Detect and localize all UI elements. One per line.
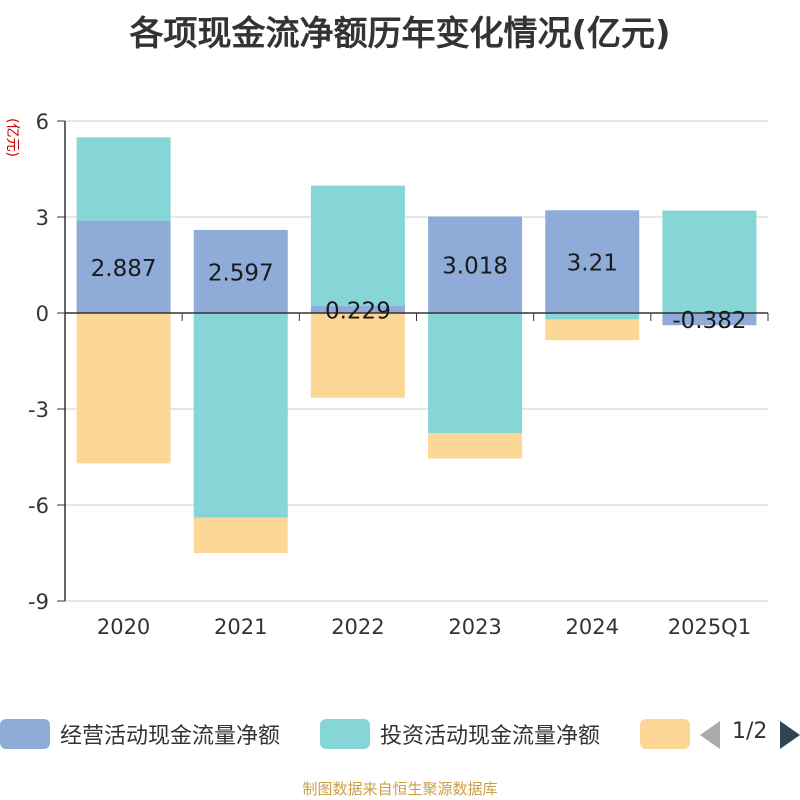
axis-layer: 6 3 0 -3 -6 -9 2020 2021 2022 2023 2024 2025Q1: [28, 110, 769, 639]
data-label: 0.229: [325, 298, 391, 324]
chart-title: 各项现金流净额历年变化情况(亿元): [129, 14, 671, 54]
x-tick-label: 2022: [331, 615, 384, 639]
legend-prev-page-icon[interactable]: [700, 721, 722, 749]
bar-1-2020: [76, 220, 171, 313]
x-tick-label: 2024: [566, 615, 619, 639]
y-axis-label: (亿元): [4, 118, 20, 157]
legend-swatch: [0, 719, 50, 749]
data-source-note: 制图数据来自恒生聚源数据库: [302, 780, 498, 798]
x-tick-label: 2020: [97, 615, 150, 639]
bar-1-2024: [545, 210, 640, 313]
bar-1-2023: [428, 216, 523, 313]
bar-3-2021: [193, 517, 288, 553]
bar-2-2021: [193, 313, 288, 518]
bar-1-2025Q1: [662, 313, 757, 326]
label-layer: 2.887 2.597 0.229 3.018 3.21 -0.382: [91, 251, 747, 334]
bar-2-2025Q1: [662, 210, 757, 313]
x-tick-label: 2021: [214, 615, 267, 639]
x-tick-label: 2023: [448, 615, 501, 639]
data-label: 3.21: [567, 251, 618, 277]
y-tick-label: -6: [28, 494, 49, 518]
bar-3-2023: [428, 433, 523, 459]
legend-label: 投资活动现金流量净额: [380, 724, 601, 749]
bar-2-2023: [428, 313, 523, 433]
legend-item-investing[interactable]: 投资活动现金流量净额: [320, 716, 600, 752]
y-tick-label: -3: [28, 398, 49, 422]
bar-3-2022: [310, 313, 405, 398]
y-tick-label: 3: [36, 206, 49, 230]
bar-3-2020: [76, 313, 171, 464]
legend-page-indicator: 1/2: [732, 719, 768, 744]
y-tick-label: -9: [28, 590, 49, 614]
legend-label: 经营活动现金流量净额: [60, 724, 281, 749]
bar-layer: [76, 137, 757, 553]
data-label: 3.018: [442, 254, 508, 280]
y-tick-label: 6: [36, 110, 49, 134]
bar-2-2022: [310, 185, 405, 306]
bar-3-2024: [545, 319, 640, 341]
legend-next-page-icon[interactable]: [780, 721, 800, 749]
legend-item-financing[interactable]: [640, 716, 700, 752]
y-tick-label: 0: [36, 302, 49, 326]
legend-swatch: [320, 719, 370, 749]
data-label: -0.382: [672, 308, 746, 334]
data-label: 2.887: [91, 256, 157, 282]
legend-swatch: [640, 719, 690, 749]
bar-1-2022: [310, 305, 405, 313]
bar-2-2024: [545, 313, 640, 320]
x-tick-label: 2025Q1: [668, 615, 751, 639]
data-label: 2.597: [208, 260, 274, 286]
bar-2-2020: [76, 137, 171, 221]
bar-1-2021: [193, 229, 288, 313]
legend-item-operating[interactable]: 经营活动现金流量净额: [0, 716, 280, 752]
